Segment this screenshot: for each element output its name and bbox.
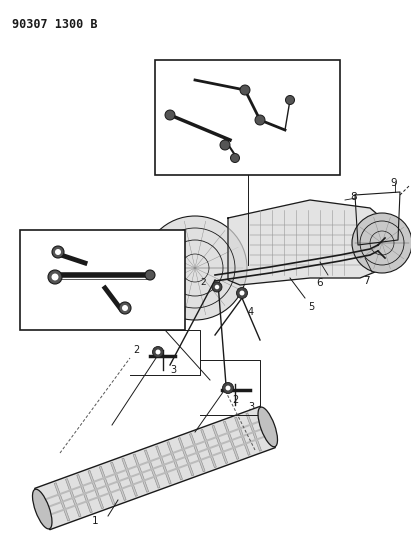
Circle shape — [352, 213, 411, 273]
Circle shape — [52, 246, 64, 258]
Bar — [201, 430, 216, 467]
Bar — [144, 450, 160, 488]
Circle shape — [157, 304, 168, 316]
Circle shape — [145, 270, 155, 280]
Ellipse shape — [258, 407, 277, 447]
Circle shape — [212, 282, 222, 292]
Bar — [111, 462, 126, 500]
Text: 7: 7 — [363, 276, 369, 286]
Text: 2: 2 — [200, 278, 206, 287]
Circle shape — [155, 350, 160, 354]
Bar — [88, 471, 104, 508]
Circle shape — [143, 216, 247, 320]
Polygon shape — [228, 200, 390, 285]
Text: 5: 5 — [308, 302, 314, 312]
Bar — [46, 434, 269, 517]
Circle shape — [122, 305, 128, 311]
Bar — [223, 421, 239, 459]
Circle shape — [236, 287, 247, 298]
Circle shape — [55, 249, 61, 255]
Text: 13: 13 — [163, 128, 176, 138]
Text: 3: 3 — [170, 365, 176, 375]
Text: 14: 14 — [287, 72, 300, 82]
Circle shape — [165, 110, 175, 120]
Circle shape — [240, 85, 250, 95]
Text: 11: 11 — [105, 241, 118, 251]
Circle shape — [240, 290, 245, 295]
Text: 2: 2 — [138, 302, 144, 312]
Text: 8: 8 — [350, 192, 357, 202]
Text: 9: 9 — [390, 178, 397, 188]
Text: 12: 12 — [38, 243, 51, 253]
Bar — [44, 427, 266, 510]
Bar — [77, 474, 92, 513]
Circle shape — [286, 95, 295, 104]
Text: 2: 2 — [232, 395, 238, 405]
Bar — [246, 413, 261, 451]
Bar — [35, 406, 275, 530]
Circle shape — [231, 154, 240, 163]
Text: 10: 10 — [108, 308, 121, 318]
Text: 1: 1 — [92, 516, 99, 526]
Bar — [212, 425, 228, 464]
Circle shape — [220, 140, 230, 150]
Text: 4: 4 — [248, 307, 254, 317]
Bar — [41, 419, 263, 502]
Bar — [155, 60, 340, 175]
Bar — [156, 446, 171, 484]
Circle shape — [152, 346, 164, 358]
Ellipse shape — [32, 489, 52, 529]
Text: 3: 3 — [248, 402, 254, 412]
Bar — [99, 466, 115, 505]
Bar — [167, 442, 182, 480]
Circle shape — [255, 115, 265, 125]
Circle shape — [48, 270, 62, 284]
Bar — [178, 438, 194, 476]
Circle shape — [215, 285, 219, 289]
Bar — [54, 483, 70, 521]
Circle shape — [226, 385, 231, 391]
Bar — [189, 433, 205, 472]
Circle shape — [159, 308, 164, 312]
Bar — [65, 479, 81, 517]
Text: 6: 6 — [316, 278, 323, 288]
Text: 90307 1300 B: 90307 1300 B — [12, 18, 97, 31]
Bar — [20, 230, 185, 330]
Circle shape — [119, 302, 131, 314]
Circle shape — [222, 383, 233, 393]
Circle shape — [51, 273, 58, 280]
Text: 2: 2 — [133, 345, 139, 355]
Bar — [235, 417, 250, 455]
Bar — [133, 454, 149, 492]
Bar — [122, 458, 137, 496]
